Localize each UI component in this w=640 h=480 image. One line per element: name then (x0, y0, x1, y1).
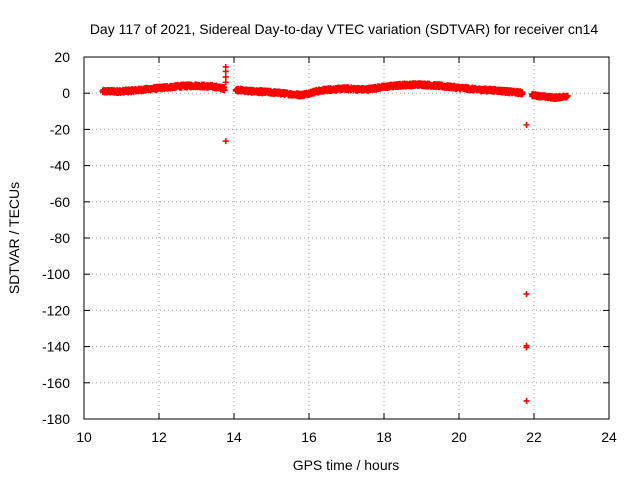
y-tick-label: -60 (50, 194, 70, 210)
x-tick-label: 18 (376, 429, 392, 445)
data-point (564, 93, 571, 100)
data-points (99, 63, 571, 404)
data-point (523, 291, 530, 298)
y-tick-label: -100 (42, 266, 70, 282)
x-axis-label: GPS time / hours (293, 457, 400, 473)
x-axis-ticks: 10 12 14 16 18 20 22 24 (76, 57, 617, 445)
chart-title: Day 117 of 2021, Sidereal Day-to-day VTE… (90, 21, 599, 37)
y-axis-label: SDTVAR / TECUs (6, 182, 22, 294)
y-tick-label: 20 (54, 49, 70, 65)
data-point (523, 344, 530, 351)
data-point (222, 138, 229, 145)
x-tick-label: 14 (226, 429, 242, 445)
y-tick-label: -180 (42, 411, 70, 427)
x-tick-label: 10 (76, 429, 92, 445)
data-point (221, 87, 228, 94)
y-tick-label: -20 (50, 121, 70, 137)
y-tick-label: -40 (50, 158, 70, 174)
x-tick-label: 16 (301, 429, 317, 445)
x-tick-label: 12 (151, 429, 167, 445)
y-tick-label: 0 (62, 85, 70, 101)
y-tick-label: -120 (42, 302, 70, 318)
y-tick-label: -80 (50, 230, 70, 246)
x-tick-label: 22 (526, 429, 542, 445)
y-axis-ticks: 20 0 -20 -40 -60 -80 -100 -120 -140 -160 -180 (42, 49, 609, 427)
data-point (222, 73, 229, 80)
data-point (523, 397, 530, 404)
data-point (222, 79, 229, 86)
plot-frame (83, 56, 610, 420)
data-point (222, 68, 229, 75)
data-point (523, 121, 530, 128)
x-tick-label: 24 (601, 429, 617, 445)
y-tick-label: -160 (42, 375, 70, 391)
y-tick-label: -140 (42, 339, 70, 355)
data-point (519, 89, 526, 96)
grid (84, 57, 609, 419)
x-tick-label: 20 (451, 429, 467, 445)
